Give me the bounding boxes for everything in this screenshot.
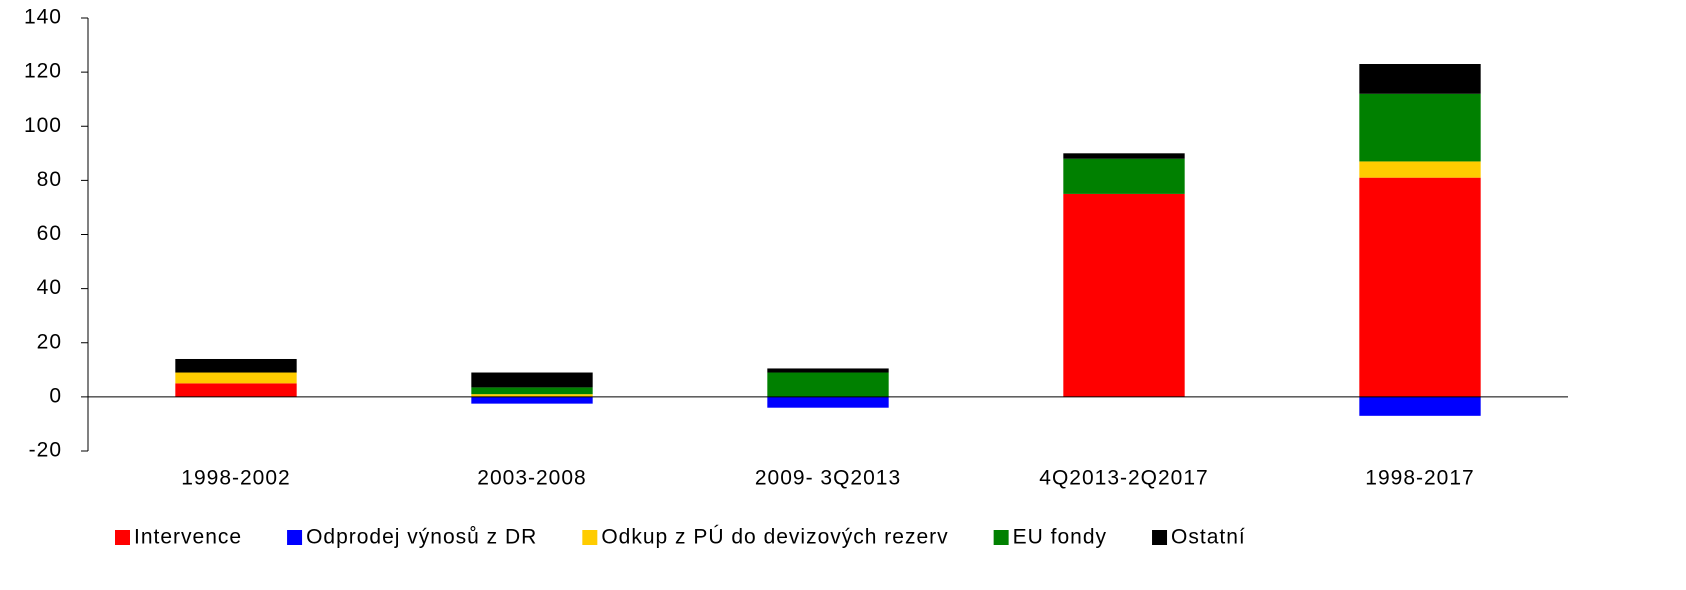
y-tick-label: 20: [37, 330, 62, 353]
bar-segment: [1359, 64, 1481, 94]
y-tick-label: 40: [37, 276, 62, 299]
y-tick-label: 60: [37, 222, 62, 245]
x-tick-label: 2009- 3Q2013: [755, 467, 901, 490]
legend-swatch: [993, 530, 1009, 545]
y-tick-label: 120: [24, 60, 62, 83]
y-tick-label: 0: [49, 384, 62, 407]
legend-swatch: [582, 530, 598, 545]
legend-swatch: [115, 530, 130, 545]
bar-segment: [767, 396, 889, 408]
bar-segment: [1359, 161, 1481, 178]
bar-segment: [1063, 193, 1185, 397]
bar-segment: [1359, 396, 1481, 416]
x-tick-label: 4Q2013-2Q2017: [1039, 467, 1208, 490]
bar-segment: [471, 396, 593, 404]
x-tick-label: 1998-2002: [181, 467, 290, 490]
bar-segment: [175, 383, 297, 397]
legend-label: EU fondy: [1013, 526, 1107, 549]
bar-segment: [1063, 158, 1185, 194]
bar-segment: [767, 368, 889, 373]
bar-segment: [767, 372, 889, 397]
y-tick-label: 100: [24, 114, 62, 137]
x-tick-label: 2003-2008: [477, 467, 586, 490]
y-tick-label: -20: [29, 439, 62, 462]
legend-label: Intervence: [134, 526, 242, 549]
x-tick-label: 1998-2017: [1365, 467, 1474, 490]
y-tick-label: 140: [24, 6, 62, 29]
y-tick-label: 80: [37, 168, 62, 191]
bar-segment: [471, 372, 593, 388]
bar-segment: [1063, 153, 1185, 159]
legend-label: Odkup z PÚ do devizových rezerv: [601, 526, 948, 549]
bar-segment: [1359, 177, 1481, 397]
bar-segment: [175, 358, 297, 373]
legend-swatch: [287, 530, 303, 545]
bar-segment: [471, 394, 593, 397]
legend-label: Ostatní: [1171, 526, 1246, 549]
legend-label: Odprodej výnosů z DR: [306, 526, 537, 549]
bar-segment: [1359, 93, 1481, 162]
legend-swatch: [1152, 530, 1168, 545]
bar-segment: [471, 387, 593, 395]
bar-segment: [175, 372, 297, 384]
